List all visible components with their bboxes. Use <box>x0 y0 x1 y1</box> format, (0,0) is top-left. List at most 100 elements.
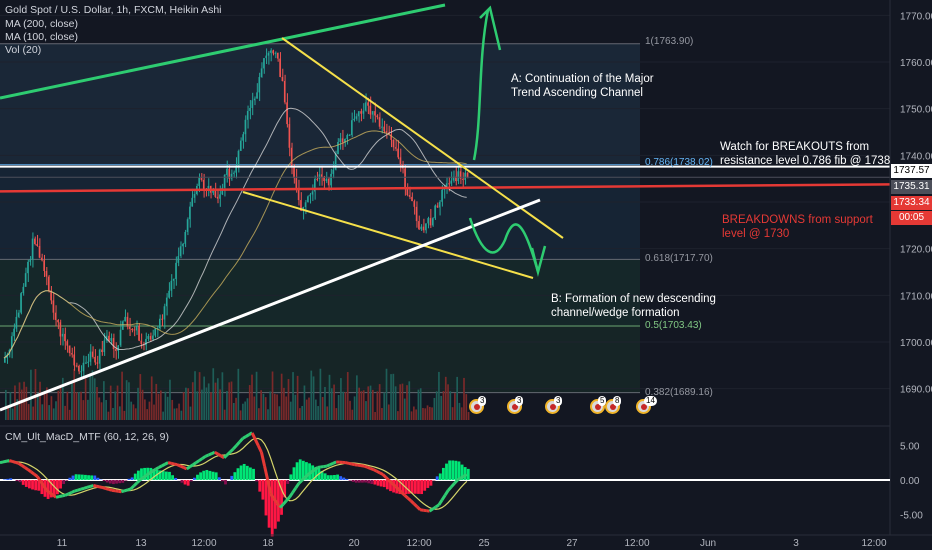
candle-body <box>172 278 175 281</box>
volume-bar <box>166 396 169 420</box>
macd-histogram-bar <box>336 474 339 480</box>
macd-line-segment <box>450 482 456 488</box>
candle-body <box>360 111 362 114</box>
volume-bar <box>244 401 247 420</box>
time-tick-label: Jun <box>700 538 716 549</box>
volume-bar <box>50 396 53 420</box>
volume-bar <box>365 401 367 420</box>
macd-histogram-bar <box>441 467 445 480</box>
candle-body <box>147 336 149 339</box>
volume-bar <box>449 391 452 420</box>
macd-histogram-bar <box>295 462 299 480</box>
candle-body <box>404 168 406 188</box>
candle-body <box>10 336 13 350</box>
candle-body <box>216 196 219 199</box>
candle-body <box>230 173 233 179</box>
candle-body <box>68 345 71 354</box>
volume-bar <box>182 392 185 420</box>
main-pane-bg <box>0 0 890 420</box>
macd-line-segment <box>5 459 10 463</box>
macd-histogram-bar <box>345 478 349 480</box>
macd-line-segment <box>291 487 297 494</box>
volume-bar <box>308 397 310 420</box>
time-tick-label: 12:00 <box>861 538 886 549</box>
wedge-lower-line <box>242 191 534 279</box>
indicator-ma200: MA (200, close) <box>5 18 78 30</box>
candle-body <box>200 177 203 180</box>
candle-body <box>297 188 300 201</box>
macd-histogram-bar <box>136 470 140 480</box>
candle-body <box>348 134 351 136</box>
candle-body <box>202 179 205 189</box>
macd-histogram-bar <box>463 467 467 480</box>
event-flag-icon[interactable] <box>469 399 484 414</box>
macd-line-segment <box>195 459 201 464</box>
candle-body <box>237 150 240 166</box>
major-channel-line <box>0 3 446 100</box>
macd-line-segment <box>80 486 85 491</box>
candle-body <box>121 321 124 330</box>
volume-bar <box>301 405 304 420</box>
candle-body <box>168 290 170 298</box>
candle-body <box>265 55 267 59</box>
macd-line-segment <box>434 503 440 509</box>
candle-body <box>441 189 443 202</box>
macd-line-segment <box>217 452 222 458</box>
volume-bar <box>41 404 44 420</box>
candle-body <box>263 58 265 69</box>
volume-bar <box>276 394 278 420</box>
macd-line-segment <box>266 479 273 495</box>
candle-body <box>71 353 73 355</box>
candle-body <box>223 174 226 188</box>
candle-body <box>429 218 432 226</box>
candle-body <box>411 196 413 202</box>
candle-body <box>281 76 284 82</box>
macd-line-segment <box>58 494 63 499</box>
macd-line-segment <box>161 462 166 468</box>
volume-bar <box>424 408 427 420</box>
candle-body <box>425 223 427 231</box>
macd-histogram-bar <box>220 479 224 482</box>
candle-body <box>415 206 418 222</box>
candle-body <box>165 297 168 307</box>
macd-line-segment <box>229 447 235 453</box>
volume-bar <box>410 411 413 420</box>
candle-body <box>316 178 318 180</box>
candle-body <box>170 280 173 291</box>
macd-histogram-bar <box>189 479 193 482</box>
time-tick-label: 11 <box>57 538 68 549</box>
volume-bar <box>353 396 356 420</box>
macd-histogram-bar <box>118 479 122 484</box>
volume-bar <box>399 384 402 420</box>
macd-line-segment <box>207 452 213 457</box>
macd-line-segment <box>89 484 94 488</box>
candle-body <box>351 120 353 135</box>
volume-bar <box>403 398 406 420</box>
candle-body <box>334 154 337 170</box>
macd-histogram-bar <box>124 479 128 481</box>
macd-histogram-bar <box>323 473 327 480</box>
macd-histogram-bar <box>6 478 10 480</box>
candle-body <box>332 169 335 174</box>
fib-level-0382: 0.382(1689.16) <box>645 387 713 398</box>
candle-body <box>256 92 258 99</box>
macd-histogram-bar <box>339 476 343 480</box>
macd-histogram-bar <box>357 479 361 483</box>
price-tick-label: 1720.00 <box>900 245 932 256</box>
volume-bar <box>116 385 119 420</box>
macd-line-segment <box>285 496 291 502</box>
macd-line-segment <box>345 461 349 465</box>
candle-body <box>198 177 200 187</box>
volume-bar <box>463 377 465 420</box>
macd-line-segment <box>294 482 301 489</box>
macd-line-segment <box>20 464 26 469</box>
volume-bar <box>137 387 139 420</box>
candle-body <box>179 246 182 257</box>
volume-bar <box>187 388 190 420</box>
macd-title: CM_Ult_MacD_MTF (60, 12, 26, 9) <box>5 431 169 443</box>
candle-body <box>89 351 92 362</box>
candle-body <box>126 316 129 327</box>
volume-bar <box>114 391 117 420</box>
